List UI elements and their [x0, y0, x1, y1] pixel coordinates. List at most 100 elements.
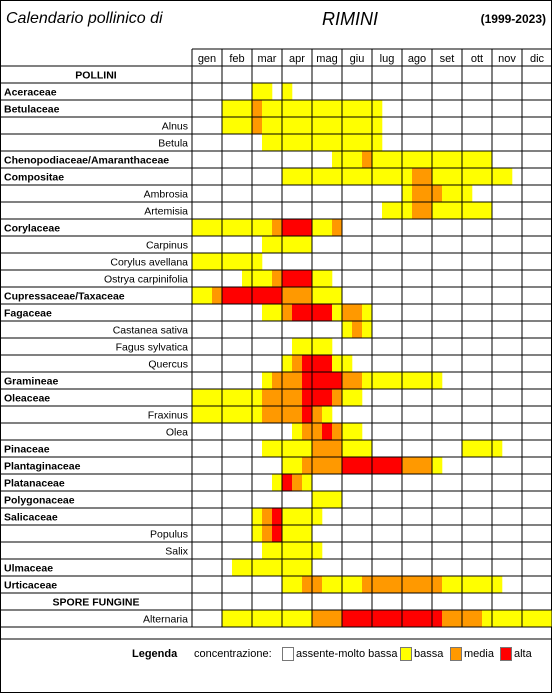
heatmap-cell [242, 610, 253, 627]
family-label: Urticaceae [4, 580, 57, 592]
heatmap-cell [192, 389, 203, 406]
heatmap-cell [312, 542, 323, 559]
heatmap-cell [312, 355, 323, 372]
heatmap-cell [292, 304, 303, 321]
heatmap-cell [282, 219, 293, 236]
family-label: Compositae [4, 172, 64, 184]
heatmap-cell [392, 372, 403, 389]
heatmap-cell [272, 117, 283, 134]
heatmap-cell [292, 270, 303, 287]
heatmap-cell [382, 610, 393, 627]
heatmap-cell [432, 185, 443, 202]
species-label: Betula [158, 138, 188, 150]
heatmap-cell [472, 151, 483, 168]
heatmap-cell [262, 287, 273, 304]
heatmap-cell [372, 576, 383, 593]
heatmap-cell [312, 372, 323, 389]
heatmap-cell [332, 440, 343, 457]
heatmap-cell [462, 168, 473, 185]
heatmap-cell [482, 440, 493, 457]
heatmap-cell [352, 610, 363, 627]
heatmap-cell [302, 355, 313, 372]
family-label: Platanaceae [4, 478, 65, 490]
family-label: Plantaginaceae [4, 461, 81, 473]
heatmap-cell [332, 389, 343, 406]
heatmap-cell [292, 610, 303, 627]
heatmap-cell [482, 610, 493, 627]
heatmap-cell [242, 253, 253, 270]
family-label: Salicaceae [4, 512, 58, 524]
heatmap-cell [262, 100, 273, 117]
month-label: ago [408, 53, 426, 65]
heatmap-cell [262, 236, 273, 253]
heatmap-cell [302, 338, 313, 355]
heatmap-cell [352, 117, 363, 134]
heatmap-cell [362, 134, 373, 151]
heatmap-cell [282, 117, 293, 134]
heatmap-cell [352, 304, 363, 321]
heatmap-cell [512, 610, 523, 627]
heatmap-cell [372, 151, 383, 168]
heatmap-cell [352, 372, 363, 389]
heatmap-cell [342, 457, 353, 474]
heatmap-cell [302, 168, 313, 185]
heatmap-cell [222, 219, 233, 236]
heatmap-cell [342, 151, 353, 168]
heatmap-cell [472, 202, 483, 219]
heatmap-cell [282, 576, 293, 593]
month-label: apr [289, 53, 305, 65]
heatmap-cell [302, 100, 313, 117]
heatmap-cell [322, 168, 333, 185]
family-label: Oleaceae [4, 393, 50, 405]
heatmap-cell [492, 168, 503, 185]
heatmap-cell [332, 491, 343, 508]
heatmap-cell [222, 117, 233, 134]
species-label: Alnus [162, 121, 188, 133]
heatmap-cell [452, 151, 463, 168]
species-label: Artemisia [144, 206, 188, 218]
heatmap-cell [232, 253, 243, 270]
heatmap-cell [202, 253, 213, 270]
heatmap-cell [292, 440, 303, 457]
heatmap-cell [302, 423, 313, 440]
heatmap-cell [262, 389, 273, 406]
heatmap-cell [322, 338, 333, 355]
heatmap-cell [362, 610, 373, 627]
heatmap-cell [352, 423, 363, 440]
family-label: Cupressaceae/Taxaceae [4, 291, 125, 303]
heatmap-cell [272, 610, 283, 627]
heatmap-cell [302, 304, 313, 321]
heatmap-cell [312, 576, 323, 593]
heatmap-cell [252, 287, 263, 304]
heatmap-cell [262, 559, 273, 576]
month-label: dic [530, 53, 545, 65]
heatmap-cell [332, 134, 343, 151]
heatmap-cell [262, 440, 273, 457]
heatmap-cell [302, 508, 313, 525]
heatmap-cell [392, 576, 403, 593]
heatmap-cell [362, 457, 373, 474]
heatmap-cell [412, 151, 423, 168]
heatmap-cell [252, 406, 263, 423]
heatmap-cell [412, 610, 423, 627]
heatmap-cell [212, 219, 223, 236]
heatmap-cell [342, 100, 353, 117]
heatmap-cell [432, 202, 443, 219]
heatmap-cell [262, 508, 273, 525]
heatmap-cell [242, 219, 253, 236]
heatmap-cell [232, 287, 243, 304]
heatmap-cell [392, 610, 403, 627]
heatmap-cell [292, 576, 303, 593]
species-label: Salix [165, 546, 189, 558]
heatmap-cell [312, 457, 323, 474]
heatmap-cell [422, 168, 433, 185]
chart-years: (1999-2023) [480, 12, 546, 26]
heatmap-cell [302, 559, 313, 576]
heatmap-cell [472, 440, 483, 457]
heatmap-cell [332, 100, 343, 117]
species-label: Ostrya carpinifolia [104, 274, 188, 286]
heatmap-cell [372, 100, 383, 117]
heatmap-cell [372, 117, 383, 134]
month-label: set [440, 53, 455, 65]
heatmap-cell [462, 440, 473, 457]
